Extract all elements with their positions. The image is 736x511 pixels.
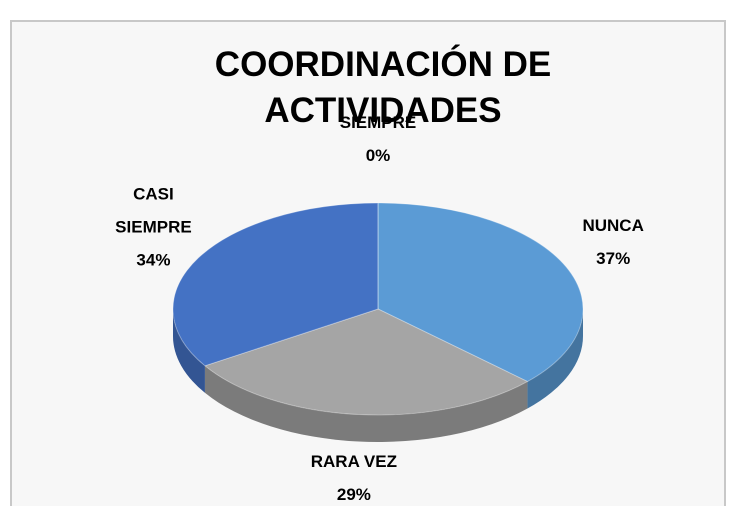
data-label-category: SIEMPRE: [339, 113, 417, 133]
slice-side: [173, 309, 205, 393]
data-label-value: 34%: [136, 250, 171, 270]
slice-top: [377, 202, 584, 383]
data-label-category: CASI SIEMPRE: [115, 184, 192, 237]
data-label-value: 0%: [365, 146, 391, 166]
slice-top: [172, 202, 379, 367]
data-label: NUNCA 37%: [553, 209, 673, 275]
data-label-category: NUNCA: [582, 215, 644, 235]
data-label-value: 29%: [336, 484, 371, 504]
slice: [172, 202, 379, 393]
data-label: RARA VEZ 29%: [294, 445, 414, 511]
slice-top: [203, 308, 529, 416]
data-label-value: 37%: [596, 248, 631, 268]
data-label: CASI SIEMPRE 34%: [93, 178, 213, 277]
slice-side: [527, 309, 583, 409]
slice-side-shade: [527, 309, 583, 409]
slice: [377, 202, 584, 409]
slice-side-shade: [173, 309, 205, 393]
slice-side-shade: [204, 365, 528, 442]
data-label-category: RARA VEZ: [310, 451, 397, 471]
slice: [203, 308, 529, 442]
slice-side: [204, 365, 528, 442]
chart-title: COORDINACIÓN DE ACTIVIDADES: [214, 45, 552, 130]
data-label: SIEMPRE 0%: [318, 106, 438, 172]
